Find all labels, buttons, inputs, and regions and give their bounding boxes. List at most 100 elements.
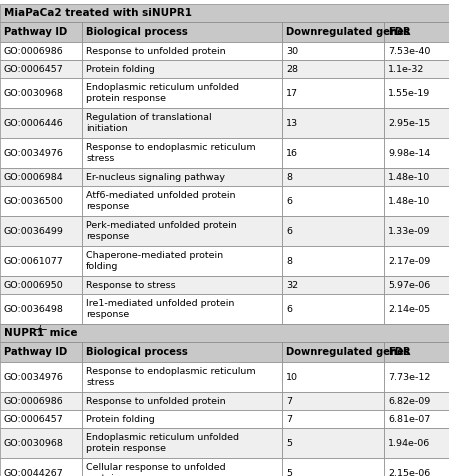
Text: Biological process: Biological process (86, 27, 188, 37)
Text: 1.48e-10: 1.48e-10 (388, 172, 430, 181)
Bar (0, 392, 82, 410)
Text: NUPR1: NUPR1 (4, 328, 44, 338)
Text: GO:0036500: GO:0036500 (4, 197, 64, 206)
Text: GO:0006984: GO:0006984 (4, 172, 64, 181)
Bar (282, 246, 384, 276)
Text: GO:0006986: GO:0006986 (4, 397, 64, 406)
Text: 17: 17 (286, 89, 298, 98)
Text: MiaPaCa2 treated with siNUPR1: MiaPaCa2 treated with siNUPR1 (4, 8, 192, 18)
Text: Endoplasmic reticulum unfolded
protein response: Endoplasmic reticulum unfolded protein r… (86, 83, 239, 103)
Bar (0, 78, 82, 108)
Text: 2.17e-09: 2.17e-09 (388, 257, 430, 266)
Bar (384, 60, 449, 78)
Bar (82, 138, 282, 168)
Bar (282, 362, 384, 392)
Bar (282, 42, 384, 60)
Text: Ire1-mediated unfolded protein
response: Ire1-mediated unfolded protein response (86, 299, 234, 319)
Text: 2.15e-06: 2.15e-06 (388, 468, 430, 476)
Bar (384, 246, 449, 276)
Bar (384, 108, 449, 138)
Bar (0, 168, 82, 186)
Text: 16: 16 (286, 149, 298, 158)
Text: GO:0044267: GO:0044267 (4, 468, 64, 476)
Text: 7.53e-40: 7.53e-40 (388, 47, 431, 56)
Bar (384, 138, 449, 168)
Bar (384, 276, 449, 294)
Text: GO:0036498: GO:0036498 (4, 305, 64, 314)
Text: 1.33e-09: 1.33e-09 (388, 227, 431, 236)
Text: Response to unfolded protein: Response to unfolded protein (86, 47, 226, 56)
Bar (384, 186, 449, 216)
Text: 8: 8 (286, 172, 292, 181)
Text: 1.1e-32: 1.1e-32 (388, 65, 424, 73)
Text: GO:0061077: GO:0061077 (4, 257, 64, 266)
Text: GO:0030968: GO:0030968 (4, 89, 64, 98)
Bar (282, 294, 384, 324)
Bar (0, 324, 449, 342)
Bar (282, 108, 384, 138)
Bar (82, 22, 282, 42)
Text: 6: 6 (286, 227, 292, 236)
Text: 10: 10 (286, 373, 298, 381)
Bar (282, 22, 384, 42)
Bar (82, 410, 282, 428)
Bar (384, 410, 449, 428)
Bar (384, 458, 449, 476)
Bar (0, 108, 82, 138)
Text: GO:0006950: GO:0006950 (4, 280, 64, 289)
Text: −/−: −/− (32, 325, 48, 334)
Text: Protein folding: Protein folding (86, 65, 155, 73)
Bar (82, 60, 282, 78)
Text: Chaperone-mediated protein
folding: Chaperone-mediated protein folding (86, 251, 223, 271)
Text: 6: 6 (286, 197, 292, 206)
Text: 13: 13 (286, 119, 298, 128)
Text: GO:0034976: GO:0034976 (4, 149, 64, 158)
Bar (82, 108, 282, 138)
Bar (82, 458, 282, 476)
Text: 30: 30 (286, 47, 298, 56)
Bar (0, 276, 82, 294)
Text: FDR: FDR (388, 347, 411, 357)
Bar (282, 138, 384, 168)
Text: Protein folding: Protein folding (86, 415, 155, 424)
Bar (0, 458, 82, 476)
Bar (0, 60, 82, 78)
Bar (82, 78, 282, 108)
Text: 6: 6 (286, 305, 292, 314)
Text: 2.14e-05: 2.14e-05 (388, 305, 430, 314)
Bar (82, 276, 282, 294)
Bar (282, 428, 384, 458)
Text: 9.98e-14: 9.98e-14 (388, 149, 430, 158)
Text: 6.81e-07: 6.81e-07 (388, 415, 430, 424)
Bar (0, 216, 82, 246)
Bar (82, 168, 282, 186)
Bar (282, 78, 384, 108)
Bar (82, 392, 282, 410)
Bar (0, 294, 82, 324)
Bar (0, 342, 82, 362)
Text: Biological process: Biological process (86, 347, 188, 357)
Text: 2.95e-15: 2.95e-15 (388, 119, 430, 128)
Bar (282, 392, 384, 410)
Text: Downregulated genes: Downregulated genes (286, 347, 410, 357)
Bar (82, 294, 282, 324)
Text: 7.73e-12: 7.73e-12 (388, 373, 431, 381)
Bar (0, 362, 82, 392)
Text: Pathway ID: Pathway ID (4, 27, 67, 37)
Text: 1.94e-06: 1.94e-06 (388, 438, 430, 447)
Bar (282, 276, 384, 294)
Text: Response to endoplasmic reticulum
stress: Response to endoplasmic reticulum stress (86, 367, 255, 387)
Text: GO:0030968: GO:0030968 (4, 438, 64, 447)
Bar (384, 428, 449, 458)
Text: 7: 7 (286, 415, 292, 424)
Bar (82, 186, 282, 216)
Text: 28: 28 (286, 65, 298, 73)
Text: 1.48e-10: 1.48e-10 (388, 197, 430, 206)
Text: Endoplasmic reticulum unfolded
protein response: Endoplasmic reticulum unfolded protein r… (86, 433, 239, 453)
Text: GO:0034976: GO:0034976 (4, 373, 64, 381)
Text: 7: 7 (286, 397, 292, 406)
Text: 6.82e-09: 6.82e-09 (388, 397, 430, 406)
Bar (82, 246, 282, 276)
Text: GO:0006457: GO:0006457 (4, 415, 64, 424)
Bar (384, 362, 449, 392)
